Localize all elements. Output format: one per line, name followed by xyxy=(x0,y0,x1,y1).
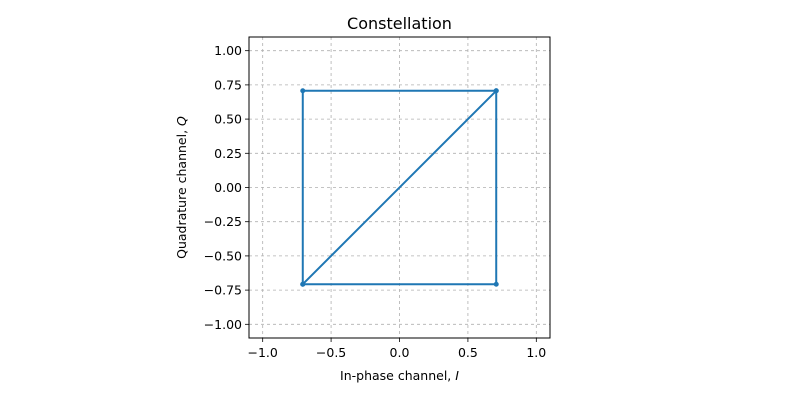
y-tick-label: −1.00 xyxy=(204,317,242,332)
y-tick-label: 1.00 xyxy=(214,43,242,58)
y-tick-label: −0.50 xyxy=(204,248,242,263)
series-layer xyxy=(300,88,499,287)
y-axis-ticks: 1.00 0.75 0.50 0.25 0.00 −0.25 −0.50 −0.75 −1.00 xyxy=(204,43,249,332)
y-tick-label: −0.25 xyxy=(204,214,242,229)
grid xyxy=(249,37,550,338)
y-tick-label: 0.25 xyxy=(214,146,242,161)
data-point xyxy=(493,281,499,287)
y-tick-label: −0.75 xyxy=(204,283,242,298)
x-tick-label: −0.5 xyxy=(316,345,346,360)
x-axis-ticks: −1.0 −0.5 0.0 0.5 1.0 xyxy=(248,338,546,360)
x-axis-label-variable: I xyxy=(455,368,459,383)
x-tick-label: 1.0 xyxy=(526,345,546,360)
data-point xyxy=(300,281,306,287)
x-tick-label: −1.0 xyxy=(248,345,278,360)
y-axis-label: Quadrature channel, Q xyxy=(174,116,189,259)
series-line xyxy=(301,89,498,286)
x-tick-label: 0.5 xyxy=(458,345,478,360)
y-tick-label: 0.50 xyxy=(214,112,242,127)
data-point xyxy=(493,88,499,94)
chart-title: Constellation xyxy=(347,14,452,33)
x-tick-label: 0.0 xyxy=(390,345,410,360)
x-axis-label-text: In-phase channel, xyxy=(340,368,455,383)
y-axis-label-text: Quadrature channel, xyxy=(174,126,189,259)
y-tick-label: 0.00 xyxy=(214,180,242,195)
data-point xyxy=(300,88,306,94)
x-axis-label: In-phase channel, I xyxy=(340,368,459,383)
y-tick-label: 0.75 xyxy=(214,77,242,92)
y-axis-label-variable: Q xyxy=(174,116,189,126)
